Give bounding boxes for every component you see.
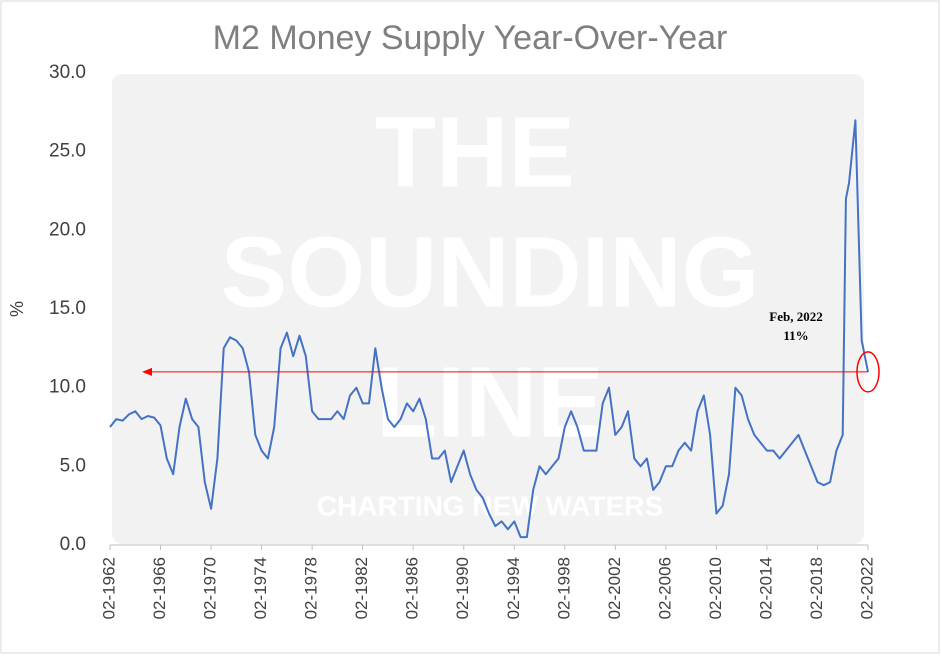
- watermark-panel: [112, 74, 864, 544]
- x-tick-label: 02-1986: [403, 557, 422, 619]
- x-tick-label: 02-2018: [807, 557, 826, 619]
- x-tick-label: 02-1970: [201, 557, 220, 619]
- y-tick-label: 0.0: [60, 534, 86, 555]
- watermark: THE SOUNDING LINE CHARTING NEW WATERS: [221, 96, 760, 521]
- y-tick-label: 5.0: [60, 455, 86, 476]
- x-tick-label: 02-1974: [251, 557, 270, 619]
- x-tick-label: 02-1994: [504, 557, 523, 619]
- annotation-text: 11%: [783, 328, 808, 343]
- y-tick-label: 10.0: [49, 377, 86, 398]
- x-tick-label: 02-1966: [150, 557, 169, 619]
- x-tick-label: 02-2006: [655, 557, 674, 619]
- x-tick-label: 02-1998: [554, 557, 573, 619]
- y-tick-label: 25.0: [49, 141, 86, 162]
- x-tick-label: 02-1990: [453, 557, 472, 619]
- series-line: [109, 119, 869, 539]
- chart-title: M2 Money Supply Year-Over-Year: [213, 19, 728, 57]
- y-tick-label: 20.0: [49, 219, 86, 240]
- arrow-head: [142, 367, 152, 376]
- x-tick-label: 02-2014: [756, 557, 775, 619]
- watermark-text: LINE: [376, 346, 604, 458]
- x-tick-label: 02-1978: [302, 557, 321, 619]
- y-tick-label: 15.0: [49, 298, 86, 319]
- watermark-text: SOUNDING: [221, 216, 760, 328]
- x-tick-label: 02-1982: [352, 557, 371, 619]
- x-tick-label: 02-2010: [706, 557, 725, 619]
- annotation-text: Feb, 2022: [769, 309, 822, 324]
- y-axis-label: %: [7, 301, 27, 317]
- y-tick-label: 30.0: [49, 62, 86, 83]
- x-tick-label: 02-2002: [605, 557, 624, 619]
- highlight-ellipse: [856, 351, 880, 393]
- watermark-text: THE: [375, 96, 575, 208]
- x-tick-label: 02-2022: [857, 557, 876, 619]
- x-tick-label: 02-1962: [99, 557, 118, 619]
